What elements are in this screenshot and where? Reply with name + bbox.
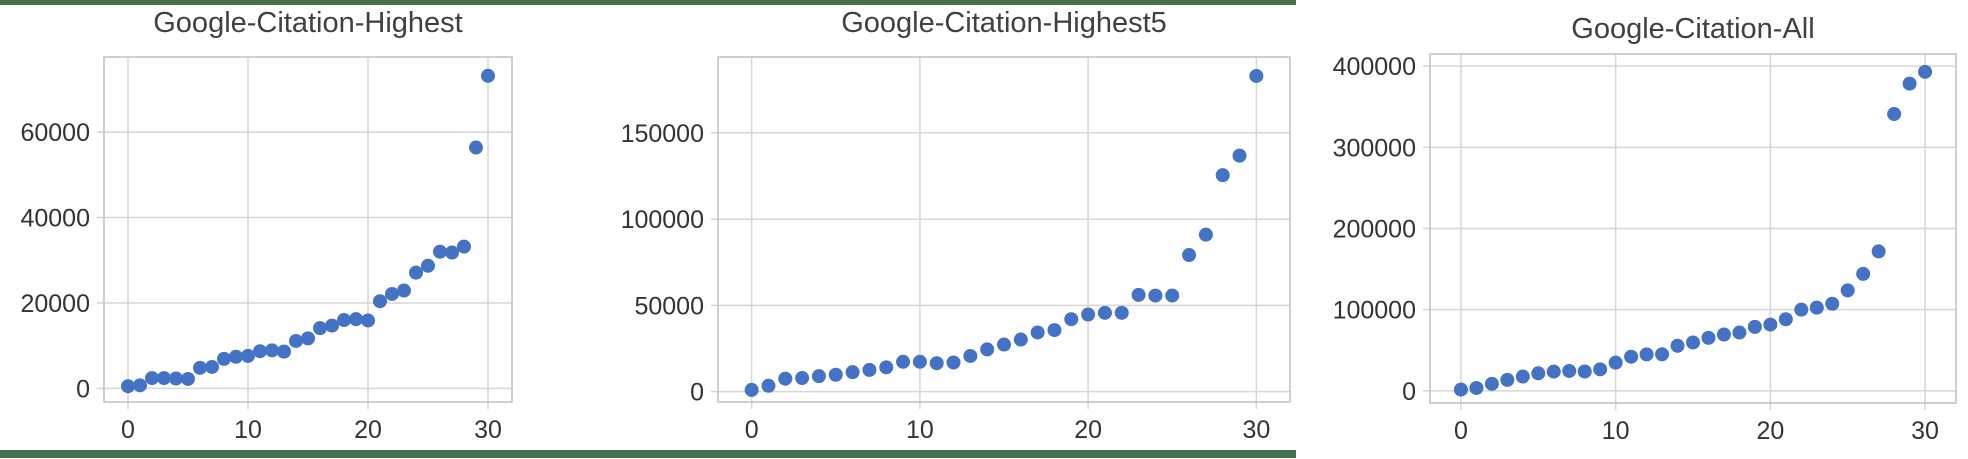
svg-text:10: 10 [234, 416, 262, 444]
svg-text:20: 20 [354, 416, 382, 444]
svg-text:0: 0 [690, 379, 704, 407]
green-border-bottom [0, 450, 1296, 458]
scatter-plot-google-citation-all: 0 100000 200000 300000 400000 0 10 20 30 [1333, 53, 1957, 445]
svg-text:100000: 100000 [621, 206, 704, 234]
chart-google-citation-highest5: Google-Citation-Highest5 0 50000 100000 150… [612, 0, 1296, 459]
svg-text:0: 0 [1454, 417, 1468, 445]
svg-text:30: 30 [1242, 416, 1270, 444]
svg-text:400000: 400000 [1333, 53, 1416, 81]
scatter-plot-google-citation-highest: 0 20000 40000 60000 0 10 20 30 [20, 56, 513, 444]
chart-title-google-citation-all: Google-Citation-All [1571, 13, 1815, 45]
svg-text:60000: 60000 [20, 119, 90, 147]
svg-text:100000: 100000 [1333, 297, 1416, 325]
svg-text:0: 0 [1402, 378, 1416, 406]
scatter-plot-google-citation-highest5: 0 50000 100000 150000 0 10 20 30 [621, 56, 1291, 444]
svg-text:30: 30 [474, 416, 502, 444]
svg-text:150000: 150000 [621, 120, 704, 148]
svg-text:0: 0 [76, 375, 90, 403]
svg-text:30: 30 [1911, 417, 1939, 445]
svg-text:0: 0 [745, 416, 759, 444]
svg-text:200000: 200000 [1333, 216, 1416, 244]
svg-text:40000: 40000 [20, 205, 90, 233]
svg-text:10: 10 [1602, 417, 1630, 445]
chart-google-citation-all: Google-Citation-All 0 100000 200000 300000 4… [1296, 0, 1968, 459]
chart-google-citation-highest: Google-Citation-Highest 0 20000 40000 60000… [0, 0, 612, 459]
svg-text:20: 20 [1074, 416, 1102, 444]
svg-text:300000: 300000 [1333, 134, 1416, 162]
svg-text:20: 20 [1756, 417, 1784, 445]
chart-title-google-citation-highest5: Google-Citation-Highest5 [841, 7, 1167, 39]
svg-text:10: 10 [906, 416, 934, 444]
svg-text:0: 0 [121, 416, 135, 444]
svg-text:50000: 50000 [634, 292, 704, 320]
svg-text:20000: 20000 [20, 290, 90, 318]
chart-title-google-citation-highest: Google-Citation-Highest [153, 7, 463, 39]
green-border-top [0, 0, 1296, 5]
